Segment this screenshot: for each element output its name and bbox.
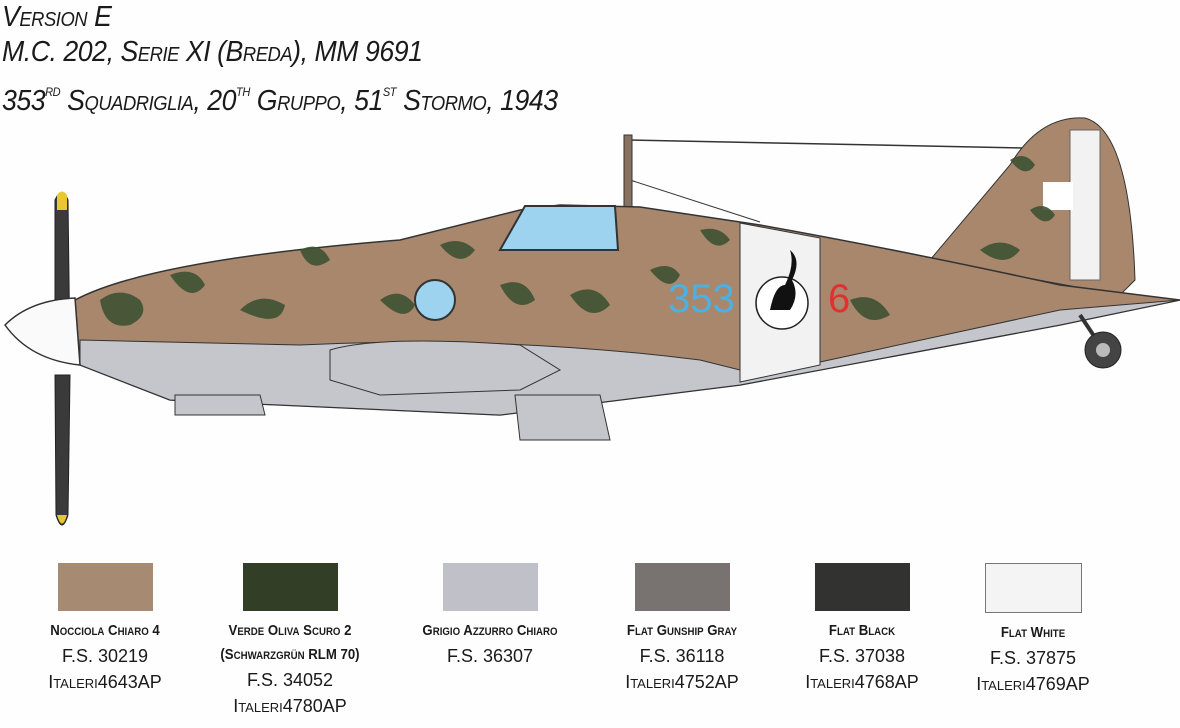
fs-code: F.S. 37038: [818, 646, 906, 666]
paint-code: 4643AP: [97, 672, 162, 692]
squadriglia-label: Squadriglia,: [67, 85, 201, 117]
brand: Italeri: [976, 674, 1026, 694]
paint-code: 4768AP: [854, 672, 919, 692]
fs-code: F.S. 30219: [61, 646, 149, 666]
version-title: Version E: [2, 1, 112, 33]
propeller-tip: [57, 191, 67, 210]
paint-name: Grigio Azzurro Chiaro: [422, 622, 558, 639]
brand: Italeri: [48, 672, 98, 692]
fs-code: F.S. 36307: [446, 646, 534, 666]
tail-wheel-hub: [1096, 343, 1110, 357]
radiator: [514, 394, 611, 441]
aircraft-title: M.C. 202, Serie XI (Breda), MM 9691: [2, 36, 423, 68]
unit-title: 353RD Squadriglia, 20TH Gruppo, 51ST Sto…: [2, 75, 558, 118]
italeri-code: Italeri4752AP: [582, 669, 782, 695]
paint-code: 4780AP: [282, 696, 347, 716]
paint-swatch-item: Verde Oliva Scuro 2 (Schwarzgrün RLM 70) F…: [190, 563, 390, 719]
paint-name: Flat Black: [828, 622, 896, 639]
paint-name: Verde Oliva Scuro 2: [228, 622, 352, 639]
squadriglia-number: 353: [2, 85, 46, 117]
squadriglia-code-marking: 353: [668, 277, 735, 321]
paint-swatch-item: Flat White F.S. 37875 Italeri4769AP: [933, 563, 1133, 697]
color-chip: [984, 563, 1082, 613]
antenna-mast: [623, 134, 633, 208]
antenna-wire: [627, 139, 1026, 149]
cat-emblem-figure: [770, 250, 797, 310]
propeller-tip: [57, 515, 67, 524]
brand: Italeri: [233, 696, 283, 716]
brand: Italeri: [805, 672, 855, 692]
propeller-blade: [54, 374, 71, 526]
ordinal: RD: [45, 85, 61, 99]
canopy: [498, 205, 620, 251]
intake: [174, 394, 266, 416]
italeri-code: Italeri4769AP: [933, 671, 1133, 697]
fuselage-window: [414, 279, 456, 321]
paint-swatch-item: Flat Black F.S. 37038 Italeri4768AP: [762, 563, 962, 695]
fs-code: F.S. 36118: [639, 646, 725, 666]
aircraft-profile-illustration: 353 6: [4, 117, 1180, 526]
ordinal: TH: [236, 85, 250, 99]
paint-alt-name: (Schwarzgrün RLM 70): [220, 646, 360, 663]
color-chip: [634, 563, 730, 611]
camouflage-pattern: [100, 156, 1055, 326]
color-chip: [442, 563, 538, 611]
stormo-label: Stormo, 1943: [403, 85, 558, 117]
italeri-code: Italeri4780AP: [190, 693, 390, 719]
wing-root: [329, 340, 562, 396]
tail-white-cross: [1043, 182, 1073, 210]
color-chip: [57, 563, 153, 611]
antenna-wire: [629, 179, 761, 223]
paint-name: Flat Gunship Gray: [626, 622, 738, 639]
ordinal: ST: [382, 85, 397, 99]
tail-white-cross: [1069, 129, 1101, 281]
aircraft-number-marking: 6: [828, 277, 850, 321]
spinner: [4, 297, 81, 366]
paint-code: 4769AP: [1025, 674, 1090, 694]
fs-code: F.S. 37875: [989, 648, 1077, 668]
paint-swatch-item: Flat Gunship Gray F.S. 36118 Italeri4752AP: [582, 563, 782, 695]
paint-name: Nocciola Chiaro 4: [50, 622, 160, 639]
fs-code: F.S. 34052: [246, 670, 334, 690]
paint-code: 4752AP: [674, 672, 739, 692]
color-chip: [814, 563, 910, 611]
color-chip: [242, 563, 338, 611]
gruppo-number: 20: [207, 85, 237, 117]
paint-name: Flat White: [1000, 624, 1066, 641]
stormo-number: 51: [354, 85, 383, 117]
italeri-code: Italeri4643AP: [5, 669, 205, 695]
gruppo-label: Gruppo,: [256, 85, 348, 117]
paint-swatch-item: Nocciola Chiaro 4 F.S. 30219 Italeri4643AP: [5, 563, 205, 695]
italeri-code: Italeri4768AP: [762, 669, 962, 695]
brand: Italeri: [625, 672, 675, 692]
paint-swatch-item: Grigio Azzurro Chiaro F.S. 36307: [390, 563, 590, 669]
